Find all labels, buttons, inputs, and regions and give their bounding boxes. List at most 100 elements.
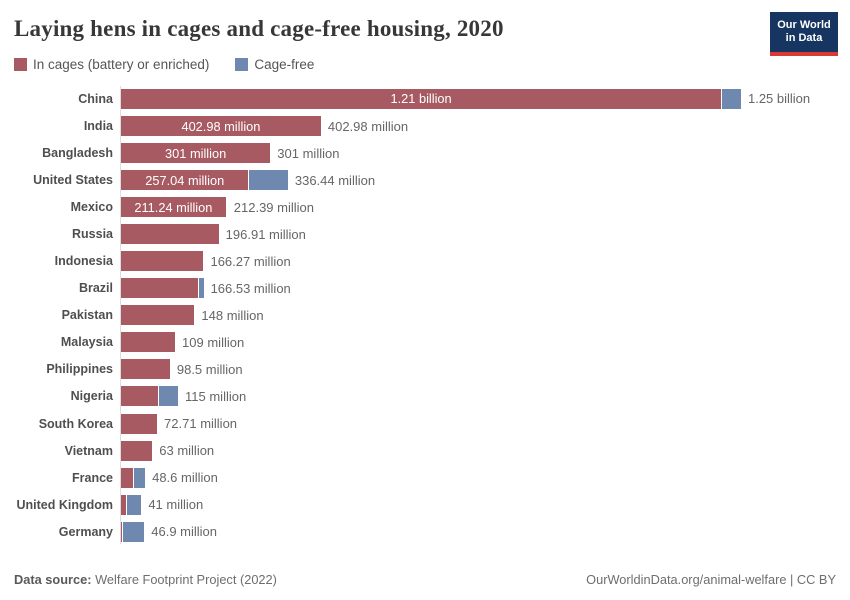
data-source-value: Welfare Footprint Project (2022) (91, 572, 277, 587)
legend-swatch-cage-free (235, 58, 249, 72)
legend-item-cage-free[interactable]: Cage-free (235, 57, 314, 72)
bar-row: Russia 196.91 million (0, 221, 850, 248)
country-label: Germany (58, 524, 113, 539)
total-value-label: 166.53 million (210, 280, 291, 296)
bar-segment-in-cages[interactable] (121, 494, 126, 515)
bar-segment-in-cages[interactable]: 301 million (121, 143, 271, 164)
bar-segment-in-cages[interactable] (121, 521, 123, 542)
legend-item-in-cages[interactable]: In cages (battery or enriched) (14, 57, 209, 72)
total-value-label: 148 million (201, 307, 264, 323)
total-value-label: 212.39 million (233, 199, 314, 215)
country-label: Vietnam (64, 443, 113, 458)
owid-logo[interactable]: Our World in Data (770, 12, 838, 56)
bar-row: Philippines 98.5 million (0, 356, 850, 383)
total-value-label: 46.9 million (151, 524, 218, 540)
bar-value-label: 402.98 million (181, 118, 261, 134)
country-label: Brazil (78, 281, 113, 296)
owid-logo-line1: Our World (777, 19, 831, 31)
bar-segment-cage-free[interactable] (158, 386, 179, 407)
bar-row: France 48.6 million (0, 464, 850, 491)
bar-row: Vietnam 63 million (0, 437, 850, 464)
bar-row: Pakistan 148 million (0, 302, 850, 329)
country-label: Malaysia (60, 335, 113, 350)
country-label: Mexico (70, 200, 113, 215)
bar-track: 166.27 million (121, 251, 291, 272)
bar-track: 1.21 billion 1.25 billion (121, 88, 811, 109)
total-value-label: 402.98 million (327, 118, 409, 134)
legend-label-cage-free: Cage-free (254, 57, 315, 73)
bar-segment-in-cages[interactable] (121, 332, 176, 353)
bar-row: Indonesia 166.27 million (0, 248, 850, 275)
total-value-label: 72.71 million (164, 416, 238, 432)
bar-segment-cage-free[interactable] (133, 467, 146, 488)
total-value-label: 41 million (148, 497, 204, 513)
bar-track: 63 million (121, 440, 215, 461)
bar-row: Brazil 166.53 million (0, 275, 850, 302)
owid-logo-line2: in Data (785, 32, 823, 44)
bar-segment-in-cages[interactable] (121, 467, 134, 488)
total-value-label: 98.5 million (176, 361, 243, 377)
country-label: Pakistan (61, 308, 113, 323)
bar-row: Nigeria 115 million (0, 383, 850, 410)
credit-link[interactable]: OurWorldinData.org/animal-welfare | CC B… (586, 572, 836, 587)
bar-track: 196.91 million (121, 224, 306, 245)
bar-track: 402.98 million 402.98 million (121, 116, 408, 136)
bar-segment-cage-free[interactable] (197, 278, 204, 299)
bar-segment-in-cages[interactable] (121, 413, 158, 434)
bar-segment-in-cages[interactable] (121, 251, 204, 272)
bar-segment-in-cages[interactable] (121, 440, 153, 461)
bar-row: India 402.98 million 402.98 million (0, 112, 850, 139)
bar-segment-cage-free[interactable] (721, 88, 741, 109)
bar-row: China 1.21 billion 1.25 billion (0, 85, 850, 112)
country-label: Indonesia (54, 254, 113, 269)
country-label: United Kingdom (16, 497, 113, 512)
bar-track: 109 million (121, 332, 244, 353)
bar-chart-plot: China 1.21 billion 1.25 billion India 402.98… (0, 85, 850, 545)
y-axis-line (120, 86, 121, 545)
bar-segment-in-cages[interactable]: 1.21 billion (121, 88, 722, 109)
bar-segment-in-cages[interactable] (121, 386, 159, 407)
bar-segment-in-cages[interactable] (121, 224, 219, 245)
bar-track: 41 million (121, 494, 204, 515)
bar-track: 46.9 million (121, 521, 218, 542)
bar-value-label: 301 million (165, 145, 227, 161)
bar-track: 48.6 million (121, 467, 218, 488)
bar-segment-in-cages[interactable]: 257.04 million (121, 170, 249, 191)
bar-row: United States 257.04 million 336.44 millio… (0, 167, 850, 194)
bar-row: United Kingdom 41 million (0, 491, 850, 518)
bar-track: 148 million (121, 305, 264, 326)
bar-segment-cage-free[interactable] (225, 197, 227, 218)
legend: In cages (battery or enriched) Cage-free (14, 57, 850, 72)
bar-segment-cage-free[interactable] (248, 170, 288, 191)
total-value-label: 301 million (277, 145, 340, 161)
bar-value-label: 1.21 billion (390, 91, 452, 107)
bar-track: 166.53 million (121, 278, 291, 299)
legend-swatch-in-cages (14, 58, 27, 72)
country-label: South Korea (38, 416, 113, 431)
bar-track: 301 million 301 million (121, 143, 340, 164)
bar-value-label: 257.04 million (145, 172, 225, 188)
bar-segment-cage-free[interactable] (122, 521, 145, 542)
total-value-label: 1.25 billion (747, 91, 811, 107)
bar-segment-in-cages[interactable]: 211.24 million (121, 197, 226, 218)
bar-segment-in-cages[interactable] (121, 359, 170, 380)
total-value-label: 63 million (159, 443, 215, 459)
bar-segment-in-cages[interactable] (121, 278, 198, 299)
country-label: France (72, 470, 113, 485)
bar-row: South Korea 72.71 million (0, 410, 850, 437)
total-value-label: 196.91 million (225, 226, 306, 242)
bar-segment-cage-free[interactable] (125, 494, 142, 515)
country-label: Russia (72, 227, 113, 242)
country-label: United States (33, 173, 113, 188)
bar-segment-in-cages[interactable]: 402.98 million (121, 116, 321, 136)
bar-value-label: 211.24 million (134, 199, 213, 215)
data-source: Data source: Welfare Footprint Project (… (14, 572, 277, 587)
page-title: Laying hens in cages and cage-free housi… (14, 16, 504, 41)
bar-track: 72.71 million (121, 413, 238, 434)
bar-track: 98.5 million (121, 359, 243, 380)
bar-segment-in-cages[interactable] (121, 305, 195, 326)
bar-row: Germany 46.9 million (0, 518, 850, 545)
country-label: India (83, 119, 113, 133)
bar-track: 115 million (121, 386, 246, 407)
data-source-label: Data source: (14, 572, 92, 587)
